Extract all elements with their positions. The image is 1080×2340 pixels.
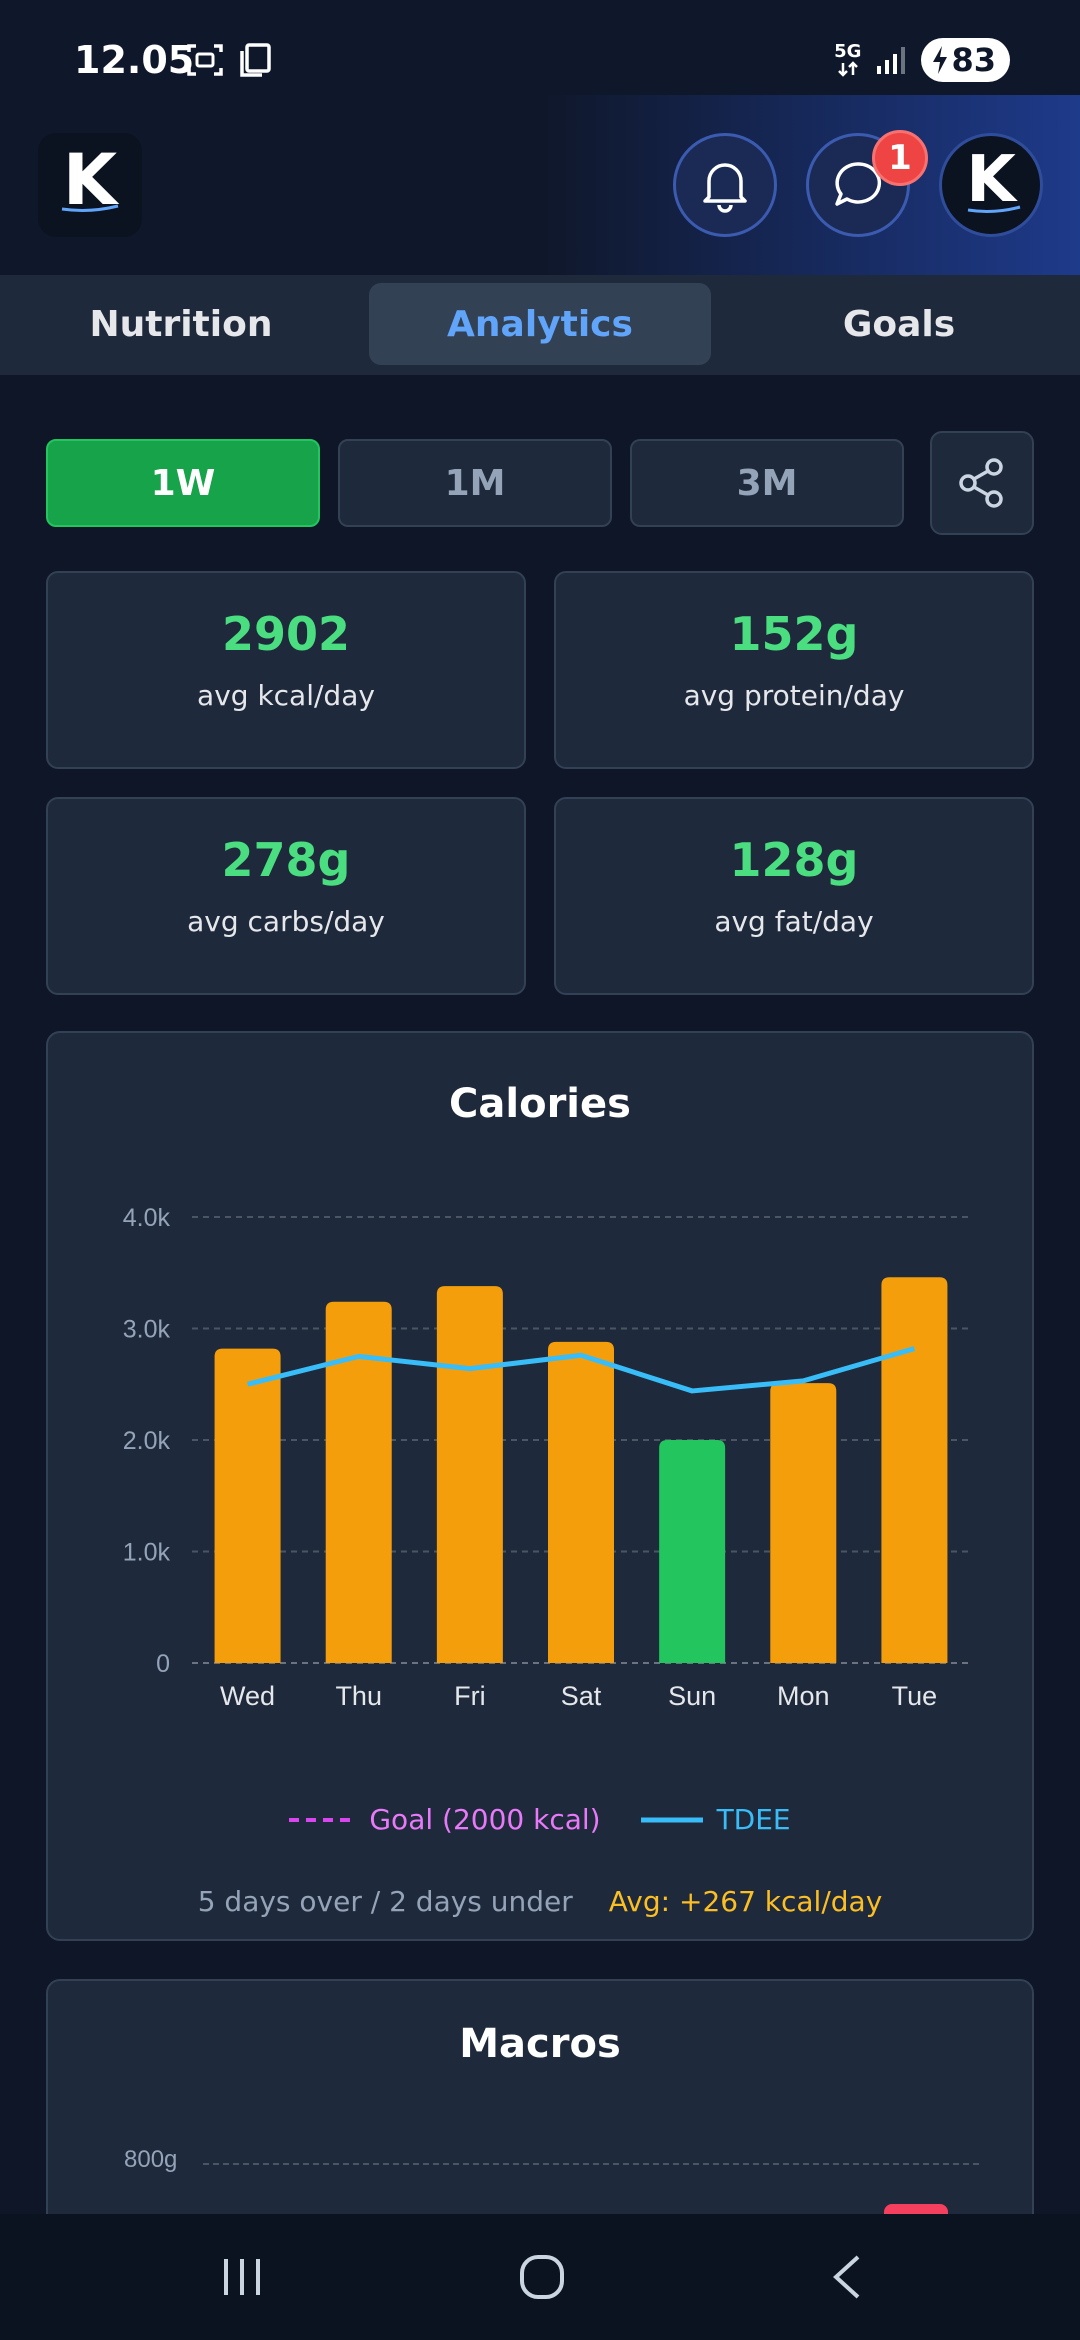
notifications-button[interactable]: [673, 133, 777, 237]
home-icon: [520, 2255, 564, 2299]
macros-title: Macros: [459, 2021, 621, 2067]
x-tick-label: Tue: [892, 1681, 938, 1711]
avatar-underline-icon: [967, 205, 1021, 213]
avatar-letter: K: [966, 143, 1016, 217]
legend-tdee[interactable]: TDEE: [640, 1803, 791, 1836]
x-tick-label: Fri: [454, 1681, 485, 1711]
bar-fri: [436, 1286, 503, 1663]
calories-card: Calories 0 1.0k 2.0k 3.0k 4.0k Wed Thu Fri Sat Su…: [46, 1031, 1034, 1941]
range-1m-button[interactable]: 1M: [338, 439, 612, 527]
status-system-icons: 5G 83: [834, 38, 1010, 82]
back-button[interactable]: [806, 2244, 886, 2310]
recent-apps-icon: [224, 2259, 260, 2295]
range-3m-button[interactable]: 3M: [630, 439, 904, 527]
x-tick-label: Wed: [220, 1681, 275, 1711]
bar-sat: [548, 1341, 614, 1663]
stat-card-kcal: 2902 avg kcal/day: [46, 571, 526, 769]
macros-gridline: [203, 2163, 979, 2165]
stat-card-protein: 152g avg protein/day: [554, 571, 1034, 769]
range-1w-button[interactable]: 1W: [46, 439, 320, 527]
status-time: 12.05: [74, 38, 195, 82]
bell-icon: [703, 163, 747, 213]
share-button[interactable]: [930, 431, 1034, 535]
system-nav-bar: [0, 2214, 1080, 2340]
share-icon: [959, 458, 1003, 508]
logo-underline-icon: [61, 204, 119, 212]
y-tick-label: 3.0k: [123, 1316, 171, 1344]
bar-thu: [325, 1301, 392, 1663]
y-tick-label: 1.0k: [123, 1539, 171, 1567]
bar-mon: [770, 1383, 837, 1663]
y-tick-label: 4.0k: [123, 1204, 171, 1232]
stat-value: 152g: [729, 607, 859, 661]
logo-letter: K: [62, 139, 118, 221]
stat-label: avg fat/day: [714, 905, 874, 938]
legend-goal[interactable]: Goal (2000 kcal): [289, 1803, 601, 1836]
charging-bolt-icon: [933, 46, 948, 74]
network-5g-icon: 5G: [834, 43, 861, 77]
back-chevron-icon: [833, 2255, 860, 2299]
calories-chart: 0 1.0k 2.0k 3.0k 4.0k Wed Thu Fri Sat Sun Mon Tue: [123, 1204, 970, 1711]
bar-tue: [881, 1277, 948, 1663]
messages-count-badge: 1: [872, 130, 928, 186]
y-tick-label: 2.0k: [123, 1427, 171, 1455]
solid-line-icon: [640, 1817, 703, 1822]
dashed-line-icon: [289, 1817, 356, 1822]
chart-legend: Goal (2000 kcal) TDEE: [48, 1803, 1032, 1836]
legend-tdee-label: TDEE: [716, 1803, 791, 1836]
stat-label: avg kcal/day: [197, 679, 375, 712]
battery-indicator: 83: [921, 38, 1010, 82]
x-tick-label: Thu: [335, 1681, 382, 1711]
signal-icon: [877, 47, 906, 74]
calories-title: Calories: [449, 1081, 631, 1127]
stat-label: avg protein/day: [683, 679, 905, 712]
stat-card-fat: 128g avg fat/day: [554, 797, 1034, 995]
app-logo[interactable]: K: [38, 133, 142, 237]
copy-icon: [240, 43, 271, 77]
tab-nutrition[interactable]: Nutrition: [89, 303, 273, 345]
user-avatar[interactable]: K: [939, 133, 1043, 237]
stat-label: avg carbs/day: [187, 905, 385, 938]
stat-value: 128g: [729, 833, 859, 887]
screenshot-icon: [187, 44, 223, 76]
section-tabs: Nutrition Analytics Goals: [0, 275, 1080, 375]
stat-value: 2902: [221, 607, 351, 661]
macros-y-tick: 800g: [124, 2146, 178, 2173]
tab-goals[interactable]: Goals: [842, 303, 956, 345]
stat-card-carbs: 278g avg carbs/day: [46, 797, 526, 995]
status-notification-icons: [186, 42, 272, 78]
network-type-label: 5G: [834, 41, 862, 62]
tdee-line: [246, 1346, 916, 1394]
calories-summary: 5 days over / 2 days under Avg: +267 kca…: [48, 1885, 1032, 1918]
legend-goal-label: Goal (2000 kcal): [369, 1803, 601, 1836]
y-tick-label: 0: [156, 1650, 170, 1678]
x-tick-label: Mon: [777, 1681, 830, 1711]
summary-average: Avg: +267 kcal/day: [608, 1885, 883, 1918]
bar-wed: [214, 1348, 281, 1663]
status-bar: 12.05 5G 83: [0, 0, 1080, 95]
stat-value: 278g: [221, 833, 351, 887]
app-header: K K: [0, 95, 1080, 275]
x-tick-label: Sun: [668, 1681, 716, 1711]
bar-sun: [659, 1440, 726, 1663]
battery-level: 83: [951, 41, 996, 79]
tab-analytics[interactable]: Analytics: [369, 283, 711, 365]
home-button[interactable]: [502, 2244, 582, 2310]
summary-days: 5 days over / 2 days under: [197, 1885, 573, 1918]
x-tick-label: Sat: [561, 1681, 602, 1711]
recent-apps-button[interactable]: [202, 2244, 282, 2310]
